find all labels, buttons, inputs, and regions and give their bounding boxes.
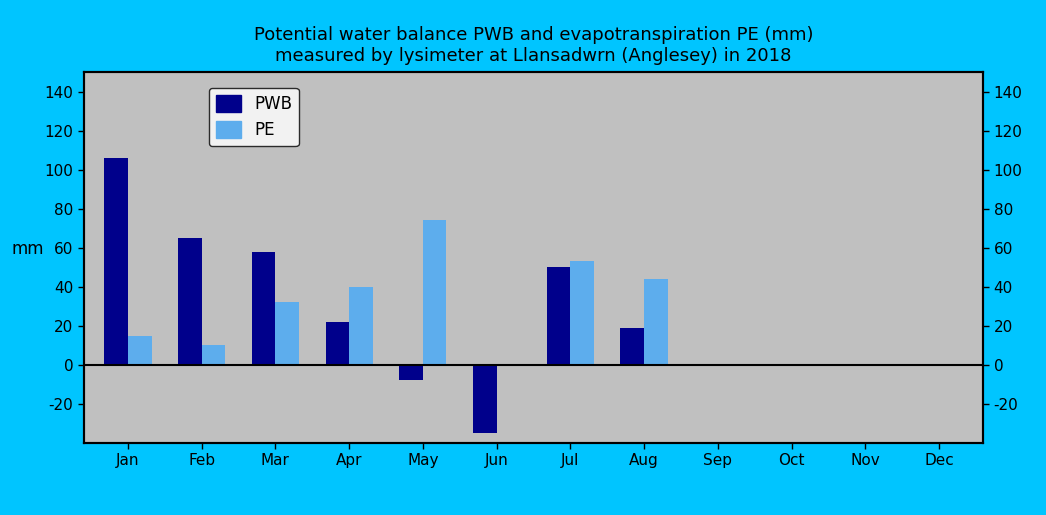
Title: Potential water balance PWB and evapotranspiration PE (mm)
measured by lysimeter: Potential water balance PWB and evapotra… [254, 26, 813, 65]
Bar [473, 365, 497, 433]
Bar [275, 302, 299, 365]
Bar [547, 267, 570, 365]
Bar [178, 238, 202, 365]
Bar [644, 279, 667, 365]
Bar [128, 336, 152, 365]
Bar [252, 252, 275, 365]
Bar [620, 328, 644, 365]
Bar [349, 287, 372, 365]
Bar [423, 220, 447, 365]
Bar [202, 346, 225, 365]
Y-axis label: mm: mm [12, 239, 44, 258]
Legend: PWB, PE: PWB, PE [209, 88, 298, 146]
Bar [325, 322, 349, 365]
Bar [400, 365, 423, 381]
Bar [570, 262, 594, 365]
Bar [105, 158, 128, 365]
